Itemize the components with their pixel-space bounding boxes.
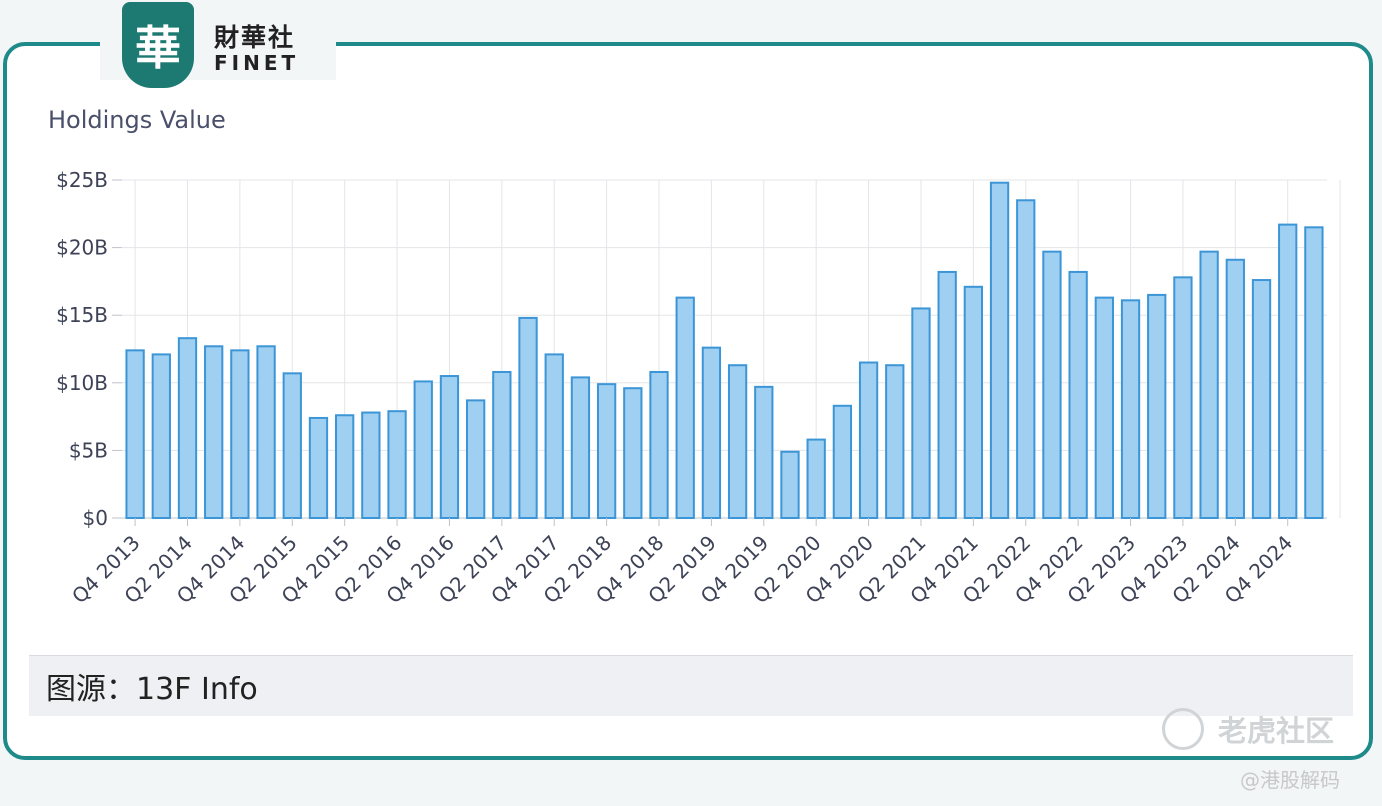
bar-q4-2013 (125, 349, 145, 519)
bar-q2-2017 (492, 370, 512, 520)
bar-q2-2019 (701, 346, 722, 520)
logo-name-cn: 財華社 (214, 23, 296, 52)
bar-q1-2019 (675, 296, 695, 519)
bar-q4-2019 (754, 385, 774, 519)
bar-q3-2020 (832, 404, 853, 519)
bar-q1-2024 (1199, 250, 1219, 519)
logo-seal-char: 華 (135, 21, 181, 75)
bar-q1-2022 (989, 181, 1010, 519)
bar-q1-2021 (885, 364, 905, 519)
community-watermark: 老虎社区 (1218, 714, 1335, 748)
bar-q4-2017 (544, 353, 564, 519)
bar-q3-2021 (937, 270, 957, 519)
bar-series (125, 181, 1324, 520)
bar-q4-2014 (230, 349, 250, 519)
bar-q3-2019 (727, 364, 748, 519)
bar-q3-2018 (623, 387, 643, 520)
bar-q2-2024 (1225, 258, 1245, 519)
chart-title: Holdings Value (48, 106, 226, 134)
bar-q4-2022 (1068, 270, 1088, 519)
bar-q1-2023 (1094, 296, 1114, 519)
bar-q4-2023 (1173, 276, 1193, 519)
bar-q4-2020 (858, 361, 879, 519)
bar-q1-2017 (465, 399, 486, 520)
finet-logo-seal: 華 (122, 2, 194, 88)
bar-q4-2015 (335, 414, 355, 519)
y-tick-label: $10B (56, 371, 108, 395)
bar-q4-2024 (1278, 223, 1298, 519)
bar-q1-2016 (361, 411, 381, 520)
bar-q1-2018 (570, 376, 591, 519)
y-tick-label: $0 (83, 506, 108, 530)
bar-q3-2017 (518, 316, 538, 519)
bar-q4-2016 (439, 375, 460, 520)
bar-q1-2020 (780, 450, 800, 520)
finet-logo-wordmark: 財華社 FINET (214, 23, 300, 75)
y-axis-ticks: $0 $5B $10B $15B $20B $25B (56, 168, 108, 530)
tiger-community-icon (1162, 708, 1204, 750)
bar-q1-2014 (151, 353, 171, 519)
logo-name-en: FINET (214, 51, 300, 75)
bar-q3-2014 (204, 345, 224, 519)
bar-q3-2015 (308, 416, 329, 519)
bar-q4-2018 (649, 370, 669, 520)
source-caption: 图源：13F Info (46, 672, 258, 707)
y-tick-label: $15B (56, 303, 108, 327)
bar-q4-2021 (963, 285, 984, 520)
y-tick-label: $5B (69, 438, 108, 462)
bar-q1-2015 (256, 345, 276, 519)
bar-q2-2016 (387, 410, 407, 519)
bar-q3-2016 (413, 380, 433, 519)
bar-q2-2014 (177, 337, 198, 519)
handle-watermark: @港股解码 (1240, 768, 1340, 792)
bar-q2-2021 (911, 307, 931, 519)
bar-q2-2020 (806, 438, 826, 520)
bar-q2-2023 (1120, 299, 1141, 519)
bar-q1-2025 (1304, 226, 1324, 519)
bar-q3-2022 (1042, 250, 1062, 519)
bar-q2-2015 (282, 372, 302, 519)
y-tick-label: $20B (56, 236, 108, 260)
bar-q2-2018 (596, 383, 617, 520)
bar-q2-2022 (1016, 199, 1036, 519)
bar-q3-2024 (1251, 279, 1272, 519)
source-bar: 图源：13F Info (29, 655, 1353, 716)
bar-q3-2023 (1147, 293, 1167, 520)
y-tick-label: $25B (56, 168, 108, 192)
